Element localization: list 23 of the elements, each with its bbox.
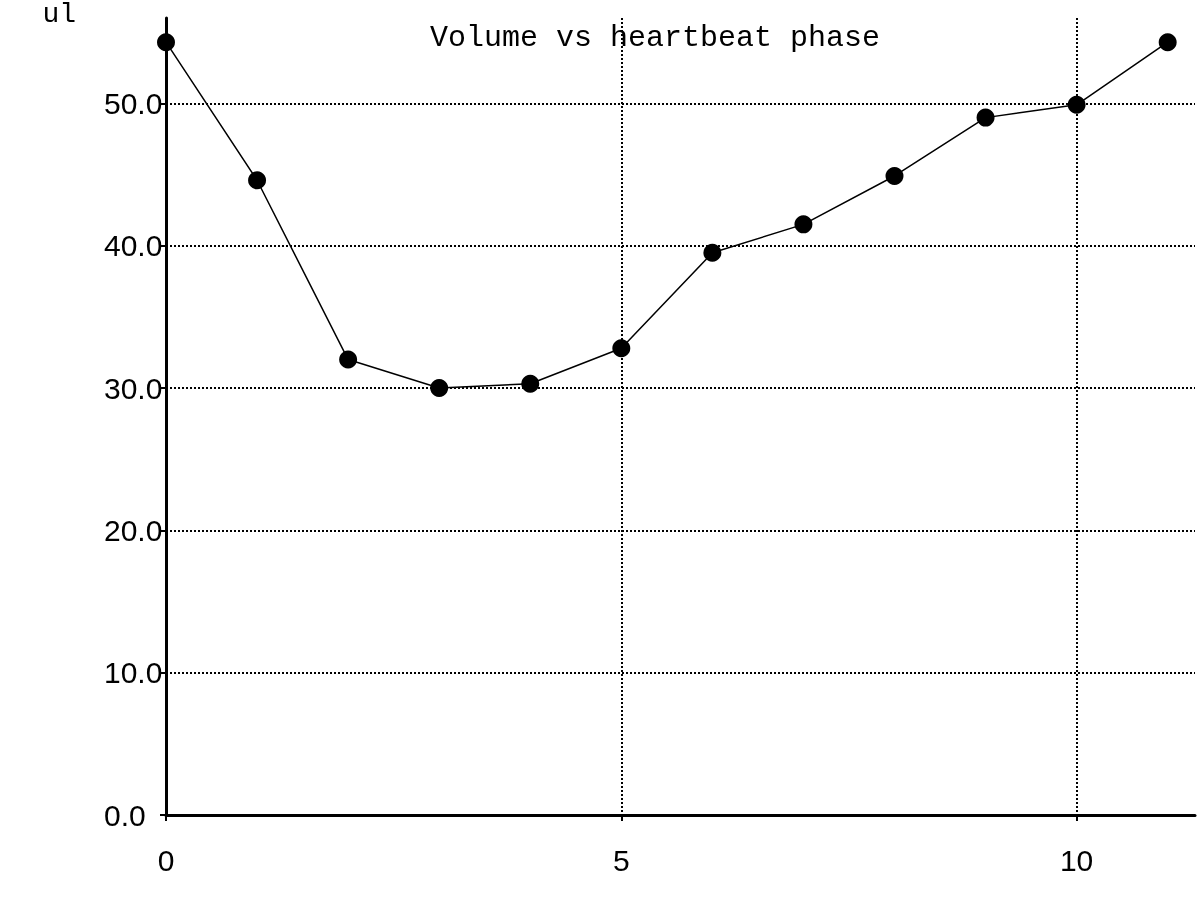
y-tick-label: 0.0 <box>104 798 146 832</box>
point <box>703 243 722 262</box>
y-tick-label: 10.0 <box>104 656 163 690</box>
point <box>976 108 995 127</box>
x-tick-label: 0 <box>157 843 175 877</box>
y-tick-label: 50.0 <box>104 86 163 120</box>
point <box>339 350 358 369</box>
point <box>794 215 813 234</box>
point <box>612 339 631 358</box>
y-tick-label: 20.0 <box>104 513 163 547</box>
y-tick-label: 40.0 <box>104 229 163 263</box>
y-axis-title: ul <box>42 0 76 30</box>
x-tick-label: 10 <box>1059 843 1094 877</box>
point <box>885 166 904 185</box>
point <box>1067 95 1086 114</box>
chart-title: Volume vs heartbeat phase <box>429 21 881 55</box>
point <box>248 171 267 190</box>
point <box>157 33 175 52</box>
y-tick-label: 30.0 <box>104 371 163 405</box>
x-tick-label: 5 <box>612 843 630 877</box>
point <box>521 374 540 393</box>
point <box>1158 33 1177 52</box>
point <box>430 379 449 398</box>
